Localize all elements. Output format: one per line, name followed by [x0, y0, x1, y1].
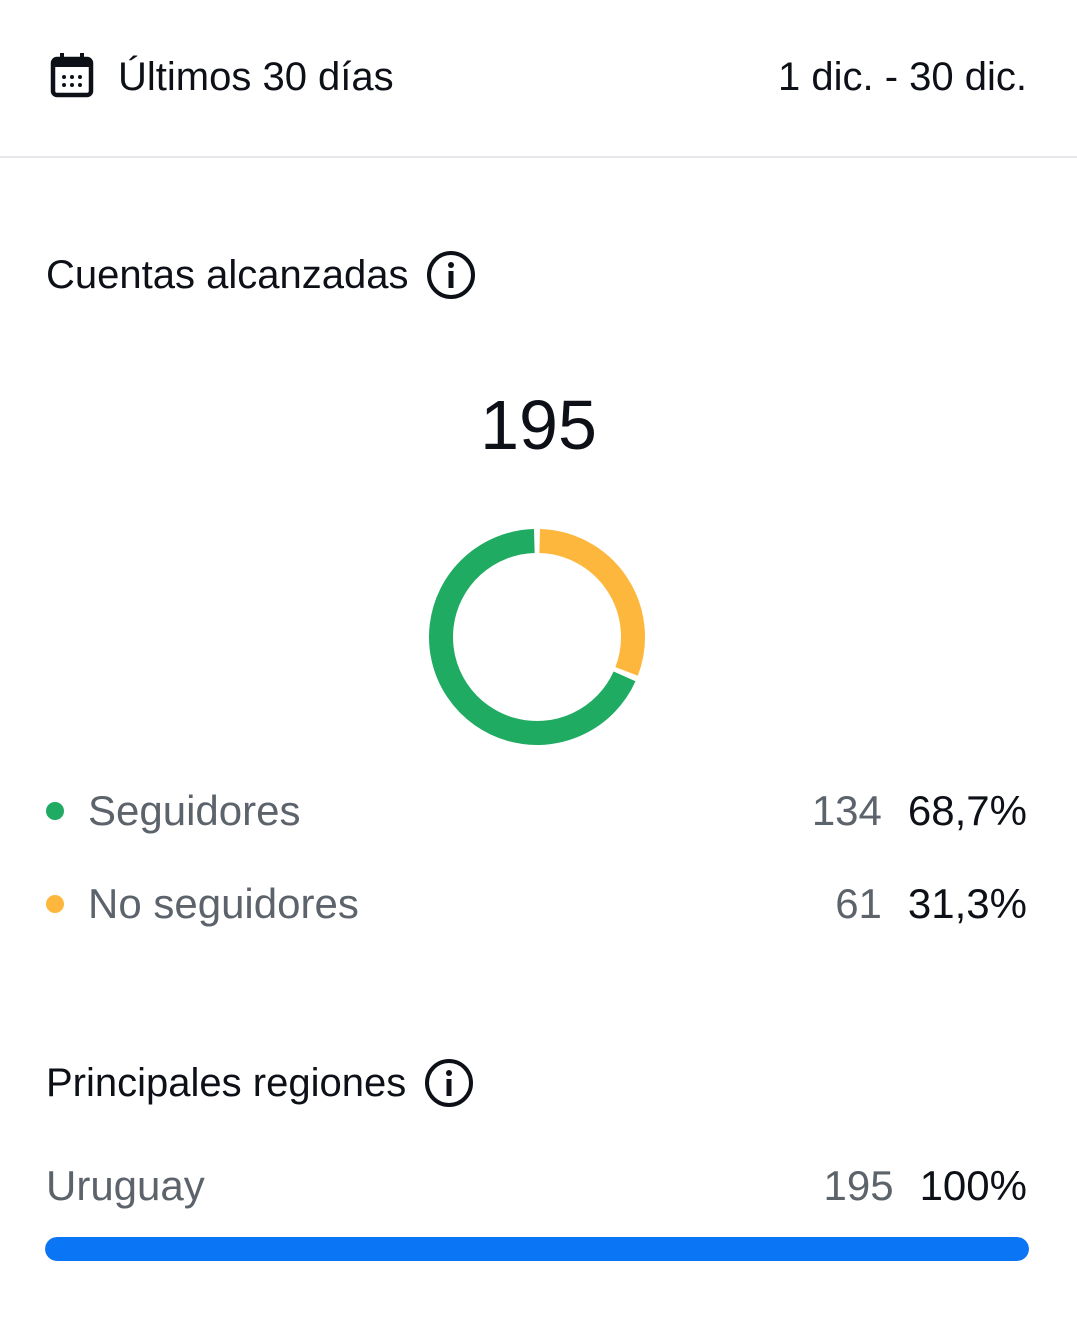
region-percent: 100% [919, 1162, 1027, 1209]
reach-section-title: Cuentas alcanzadas [46, 250, 476, 300]
donut-slice-non-followers [539, 529, 645, 676]
donut-slice-followers [429, 529, 636, 745]
legend-row-followers: Seguidores 134 68,7% [46, 787, 1027, 835]
date-filter-label[interactable]: Últimos 30 días [118, 55, 394, 99]
regions-title: Principales regiones [46, 1061, 407, 1105]
region-label: Uruguay [46, 1162, 205, 1209]
reach-title: Cuentas alcanzadas [46, 253, 409, 297]
regions-section-title: Principales regiones [46, 1058, 474, 1108]
legend-percent: 68,7% [907, 787, 1027, 834]
donut-chart [429, 529, 645, 745]
legend-label: No seguidores [88, 880, 359, 927]
reach-total: 195 [480, 386, 597, 464]
region-row: Uruguay 195 100% [46, 1162, 1027, 1210]
legend-dot [46, 895, 64, 913]
legend-percent: 31,3% [907, 880, 1027, 927]
legend-count: 134 [811, 787, 882, 834]
region-progress-fill [45, 1237, 1029, 1261]
divider [0, 156, 1077, 158]
calendar-icon [50, 53, 94, 98]
date-range: 1 dic. - 30 dic. [777, 55, 1027, 99]
legend-dot [46, 802, 64, 820]
legend-label: Seguidores [88, 787, 301, 834]
region-count: 195 [823, 1162, 894, 1209]
region-progress-bar [45, 1237, 1029, 1261]
legend-count: 61 [835, 880, 882, 927]
info-icon[interactable] [424, 1058, 474, 1108]
legend-row-non-followers: No seguidores 61 31,3% [46, 880, 1027, 928]
info-icon[interactable] [426, 250, 476, 300]
